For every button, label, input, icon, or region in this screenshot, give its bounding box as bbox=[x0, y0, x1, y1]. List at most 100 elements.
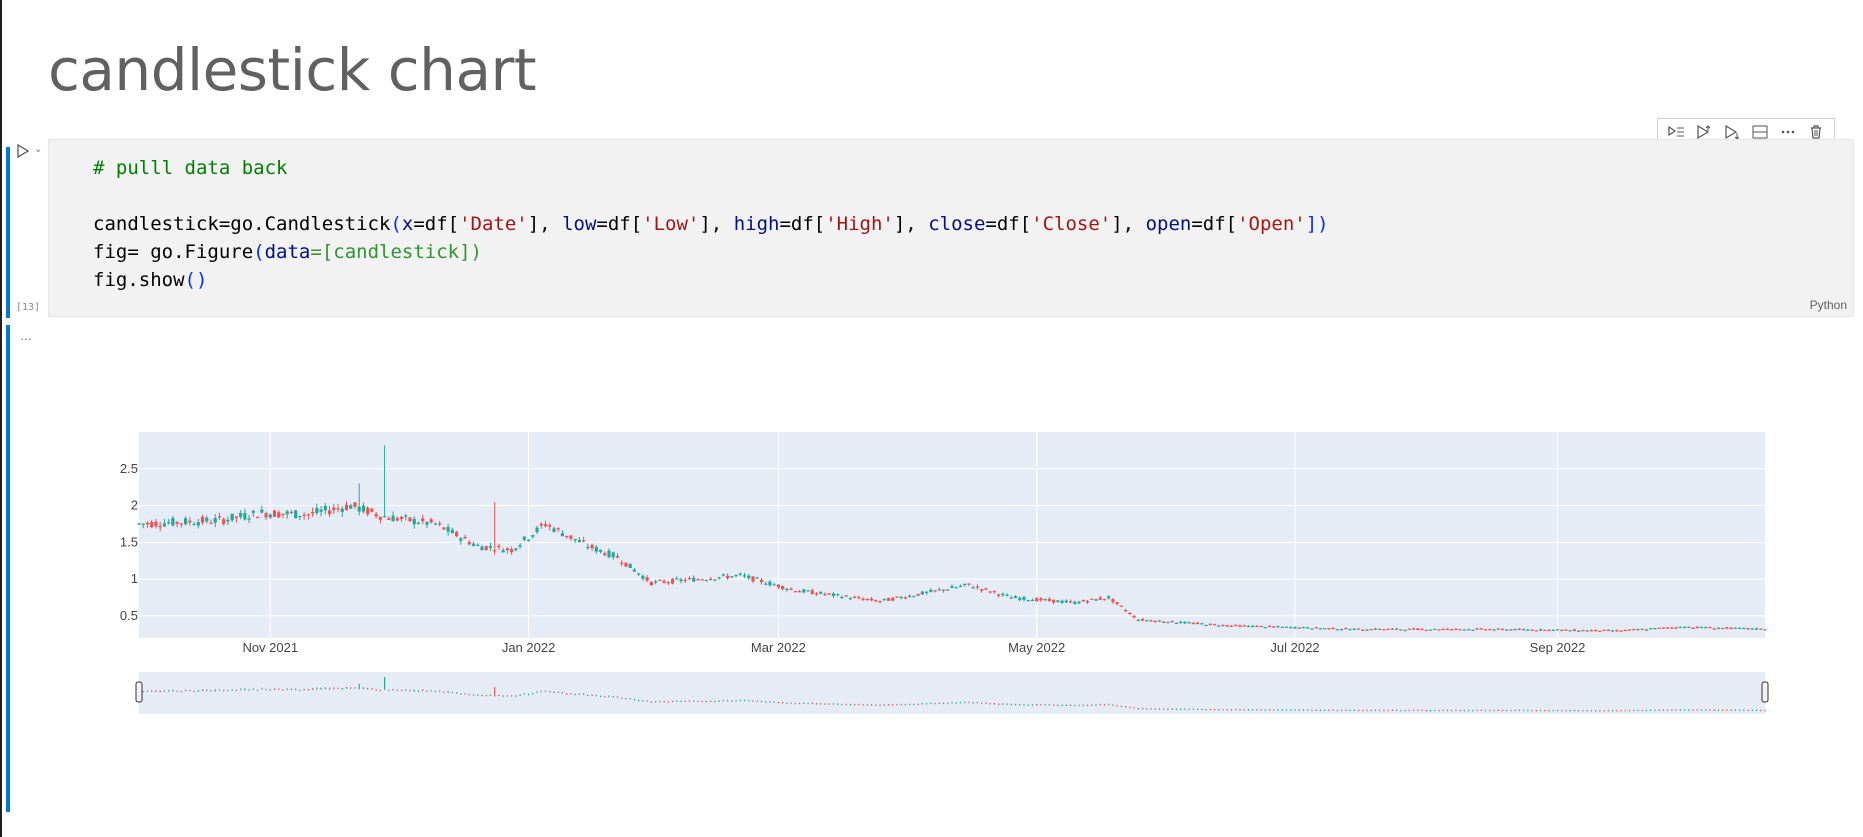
split-cell-icon[interactable] bbox=[1748, 121, 1772, 143]
candle-body bbox=[704, 580, 708, 582]
candle-body bbox=[454, 531, 459, 537]
rangeslider-right-handle[interactable] bbox=[1761, 681, 1769, 703]
run-options-chevron-icon[interactable]: ⌄ bbox=[34, 144, 43, 155]
more-icon[interactable] bbox=[1776, 121, 1800, 143]
code-token: ], bbox=[699, 213, 734, 235]
candle-body bbox=[1763, 629, 1767, 631]
candle-body bbox=[378, 516, 382, 520]
candle-body bbox=[662, 580, 666, 583]
candle-body bbox=[281, 513, 285, 516]
x-tick-label: Nov 2021 bbox=[242, 640, 298, 655]
candle-body bbox=[967, 583, 971, 585]
candle-body bbox=[302, 514, 306, 517]
candle-body bbox=[594, 547, 598, 552]
candle-body bbox=[658, 579, 662, 582]
candle-body bbox=[234, 516, 238, 518]
delete-icon[interactable] bbox=[1804, 121, 1828, 143]
candle-body bbox=[1437, 629, 1441, 631]
candle-body bbox=[793, 591, 797, 593]
candle-body bbox=[353, 502, 357, 507]
cell-focus-indicator bbox=[6, 147, 10, 318]
candle-body bbox=[1293, 626, 1297, 629]
candle-body bbox=[645, 577, 649, 581]
candle-body bbox=[713, 579, 717, 581]
candle-body bbox=[1217, 625, 1221, 627]
candle-body bbox=[941, 589, 946, 591]
candle-body bbox=[895, 596, 899, 598]
code-token: low bbox=[562, 213, 597, 235]
candle-body bbox=[730, 576, 734, 578]
candle-body bbox=[1547, 629, 1551, 631]
candle-body bbox=[1479, 628, 1483, 630]
candle-body bbox=[1517, 628, 1521, 631]
candle-body bbox=[1467, 629, 1471, 631]
candle-body bbox=[1615, 630, 1619, 632]
candle-body bbox=[1149, 620, 1153, 622]
candle-body bbox=[670, 578, 675, 584]
candle-body bbox=[416, 522, 421, 525]
candle-body bbox=[285, 511, 289, 515]
candle-body bbox=[1314, 627, 1318, 629]
candle-body bbox=[971, 587, 975, 589]
candle-body bbox=[450, 529, 454, 534]
candle-body bbox=[213, 518, 217, 523]
output-more-actions-icon[interactable]: ... bbox=[20, 327, 32, 343]
candle-body bbox=[327, 510, 332, 515]
candle-body bbox=[641, 576, 645, 579]
candle-body bbox=[675, 578, 679, 580]
candle-body bbox=[1428, 629, 1433, 631]
candle-body bbox=[298, 516, 302, 518]
code-token: 'High' bbox=[825, 213, 894, 235]
candle-body bbox=[408, 517, 412, 522]
candle-body bbox=[1632, 629, 1636, 631]
candle-body bbox=[1238, 625, 1242, 627]
candle-body bbox=[1534, 630, 1538, 632]
candle-body bbox=[1674, 627, 1678, 629]
candle-body bbox=[696, 579, 700, 581]
candle-body bbox=[615, 556, 620, 558]
candle-body bbox=[1335, 629, 1339, 631]
candle-body bbox=[522, 536, 526, 540]
candle-body bbox=[1085, 601, 1090, 603]
candle-body bbox=[776, 584, 780, 588]
execute-above-icon[interactable] bbox=[1692, 121, 1716, 143]
cell-language-label[interactable]: Python bbox=[1809, 298, 1847, 312]
run-by-line-icon[interactable] bbox=[1664, 121, 1688, 143]
candle-body bbox=[1229, 625, 1234, 627]
candle-body bbox=[1301, 626, 1306, 629]
y-tick-label: 2 bbox=[131, 498, 138, 513]
candle-body bbox=[1610, 630, 1615, 632]
candle-body bbox=[789, 588, 793, 591]
candle-body bbox=[1369, 629, 1373, 631]
candle-body bbox=[1568, 630, 1572, 632]
candle-body bbox=[1136, 619, 1140, 622]
candle-body bbox=[1208, 623, 1212, 626]
candle-body bbox=[709, 578, 713, 580]
candle-body bbox=[1704, 627, 1708, 629]
candle-body bbox=[1073, 601, 1077, 605]
candle-body bbox=[1323, 628, 1327, 630]
candle-body bbox=[1492, 629, 1496, 631]
candle-body bbox=[145, 522, 150, 525]
candle-body bbox=[725, 575, 730, 579]
candle-body bbox=[1564, 629, 1568, 631]
code-token: =df[ bbox=[779, 213, 826, 235]
candle-body bbox=[1251, 625, 1255, 628]
candle-body bbox=[1263, 627, 1267, 629]
rangeslider-left-handle[interactable] bbox=[135, 681, 143, 703]
candle-body bbox=[1509, 629, 1513, 631]
candle-body bbox=[886, 597, 891, 601]
candle-body bbox=[1018, 597, 1022, 601]
candle-body bbox=[505, 548, 509, 551]
run-cell-button[interactable] bbox=[15, 143, 31, 159]
candle-body bbox=[1475, 628, 1479, 630]
candle-body bbox=[1496, 628, 1500, 630]
code-token: data bbox=[264, 241, 311, 263]
candle-body bbox=[1750, 628, 1754, 630]
candle-body bbox=[1471, 629, 1475, 631]
candle-body bbox=[1272, 626, 1276, 628]
candle-body bbox=[289, 511, 294, 513]
candle-body bbox=[853, 596, 857, 599]
candle-body bbox=[637, 573, 641, 575]
code-editor[interactable]: # pulll data back candlestick=go.Candles… bbox=[48, 139, 1854, 317]
